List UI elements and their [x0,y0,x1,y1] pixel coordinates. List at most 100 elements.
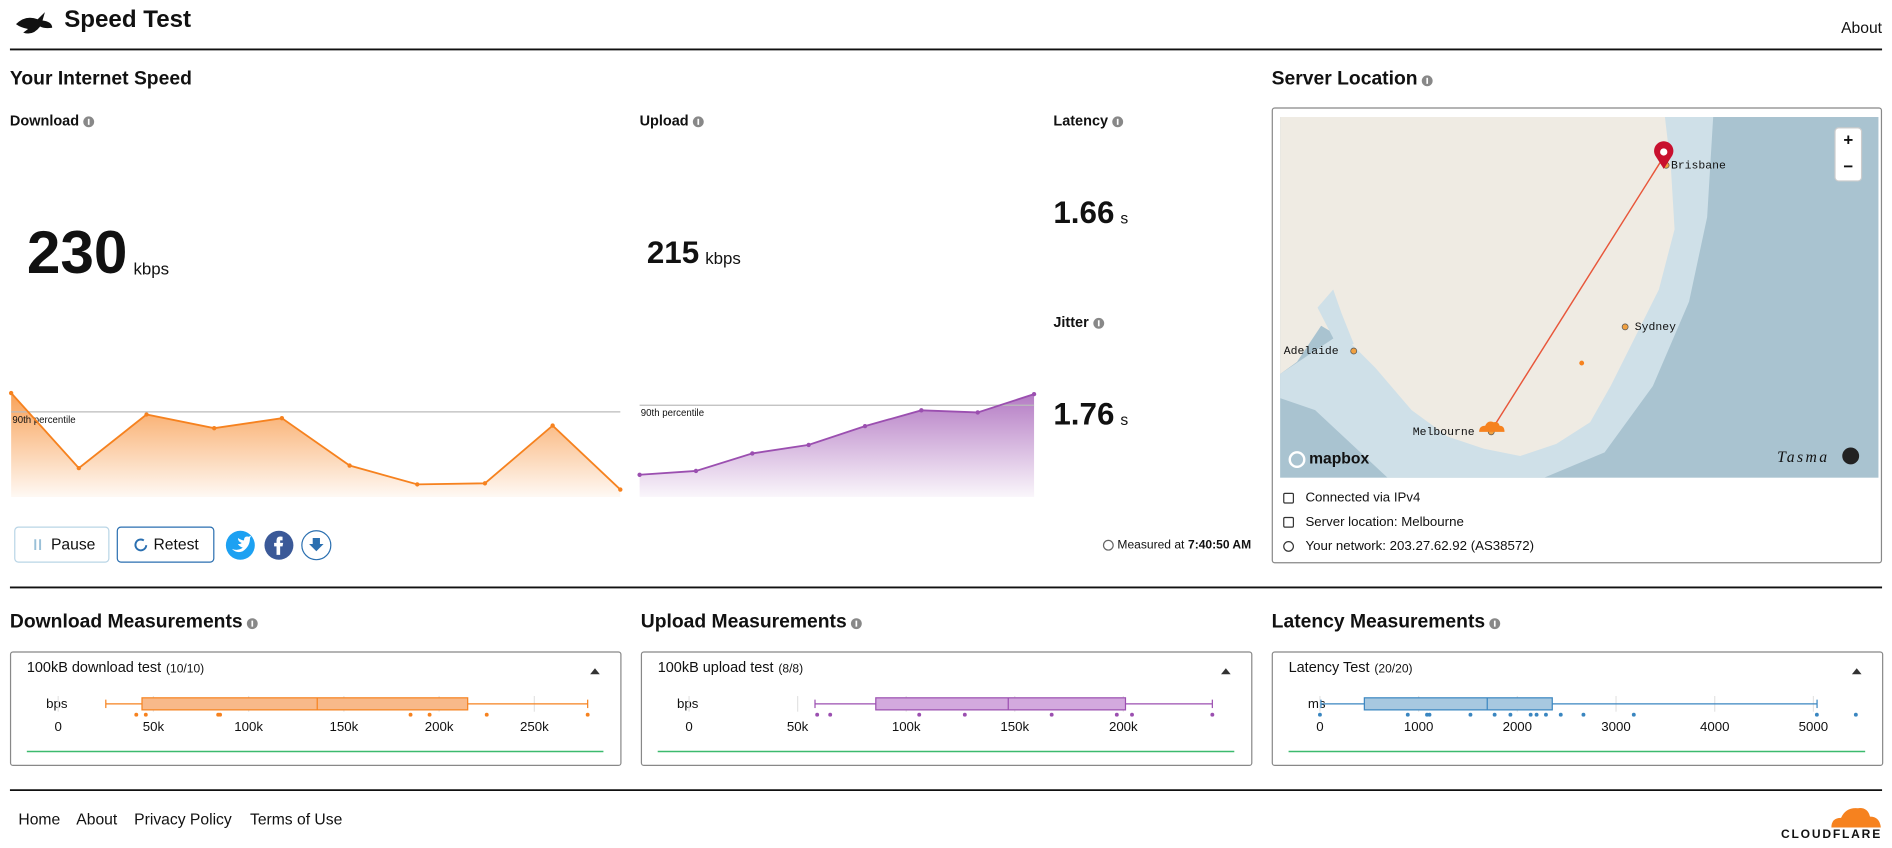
footer-link[interactable]: About [76,811,118,828]
info-line-icon [1283,541,1295,552]
about-link[interactable]: About [1841,20,1883,37]
city-label: Brisbane [1671,159,1726,172]
measurement-point [1210,712,1215,717]
button-icon [134,538,148,552]
info-dot [1116,118,1119,125]
map: Brisbane Sydney Adelaide Melbourne mapbox Tas… [1280,117,1879,478]
measurement-point [1631,712,1636,717]
upload-unit: kbps [705,249,741,268]
sample-point [144,412,149,417]
x-tick-label: 100k [892,719,921,734]
x-tick-label: 0 [1316,719,1323,734]
info-dot [251,620,254,627]
sample-point [279,416,285,421]
info-dot [87,118,90,125]
sample-point [212,426,217,431]
info-icon [850,618,862,630]
button[interactable]: Retest [116,526,215,563]
sample-point [347,463,352,468]
clock-icon [1102,539,1114,551]
x-tick-label: 1000 [1404,719,1433,734]
upload-value: 215 [647,235,699,270]
share-icon [309,537,324,552]
button-frame[interactable] [116,526,215,563]
measurement-point [1492,712,1497,717]
map-info[interactable] [1842,447,1860,465]
city-label: Melbourne [1413,426,1475,439]
sample-point [76,465,82,471]
server-info: Connected via IPv4 [1305,490,1420,505]
mapbox-logo [1288,451,1306,469]
measurement-point [1814,712,1819,717]
jitter-unit: s [1120,412,1128,429]
info-line-icon [1283,492,1295,504]
jitter-label: Jitter [1053,315,1089,331]
footer-link[interactable]: Home [18,811,60,828]
x-tick-label: 4000 [1700,719,1729,734]
info-icon [692,116,704,128]
footer-link[interactable]: Terms of Use [250,811,343,828]
sample-point [1031,391,1037,397]
panel-frame [1271,651,1884,766]
x-tick-label: 50k [143,719,165,734]
test-label[interactable]: 100kB upload test [658,660,774,676]
x-tick-label: 2000 [1503,719,1532,734]
sample-point [618,487,623,492]
sparkline-line [639,393,1035,476]
sample-point [806,442,811,448]
share-button[interactable] [264,530,294,560]
city-dot [1621,323,1629,331]
collapse-arrow[interactable] [1851,668,1862,675]
x-tick-label: 0 [55,719,62,734]
sample-point [415,482,420,487]
measurement-point [828,712,833,717]
sparkline-area [639,394,1035,497]
measurement-point [962,712,967,717]
test-count: (10/10) [166,662,204,676]
cloudflare-brand: CLOUDFLARE [1781,827,1882,841]
footer-link[interactable]: Privacy Policy [134,811,232,828]
measurement-point [1114,712,1119,717]
box [1363,697,1553,711]
measured-time: 7:40:50 AM [1188,537,1251,551]
measurement-point [1130,712,1134,717]
section-title: Your Internet Speed [10,69,192,90]
info-dot [1097,320,1100,327]
button[interactable]: Pause [14,526,110,563]
measurement-point [218,712,223,717]
button-frame[interactable] [14,526,110,563]
info-icon [83,116,95,128]
map-land [1280,117,1675,456]
zoom-out[interactable]: − [1843,157,1853,176]
collapse-arrow[interactable] [590,668,600,675]
collapse-arrow[interactable] [1221,668,1231,675]
zoom-in[interactable]: + [1843,131,1853,150]
sparkline-line [10,392,621,491]
test-label[interactable]: 100kB download test [27,660,161,676]
map-pin-hole [1660,148,1668,156]
measurement-point [1534,712,1539,717]
measurement-point [917,712,922,717]
info-icon [1112,116,1124,128]
sample-point [693,468,699,474]
server-info: Server location: Melbourne [1305,514,1463,529]
measurement-point [408,712,413,717]
unit-label: bps [46,696,68,711]
box [141,697,469,711]
button-label[interactable]: Pause [51,536,96,553]
share-button[interactable] [301,530,332,561]
x-tick-label: 200k [1109,719,1138,734]
measurement-point [815,712,820,717]
user-dot [1579,360,1585,366]
x-tick-label: 150k [330,719,359,734]
info-icon [1489,618,1501,630]
test-label[interactable]: Latency Test [1289,660,1370,676]
button-label[interactable]: Retest [153,536,199,553]
measurement-point [1468,712,1473,717]
section-title: Server Location [1272,69,1418,90]
sparkline-area [11,393,621,497]
share-button[interactable] [225,530,255,560]
info-dot [1426,77,1429,84]
